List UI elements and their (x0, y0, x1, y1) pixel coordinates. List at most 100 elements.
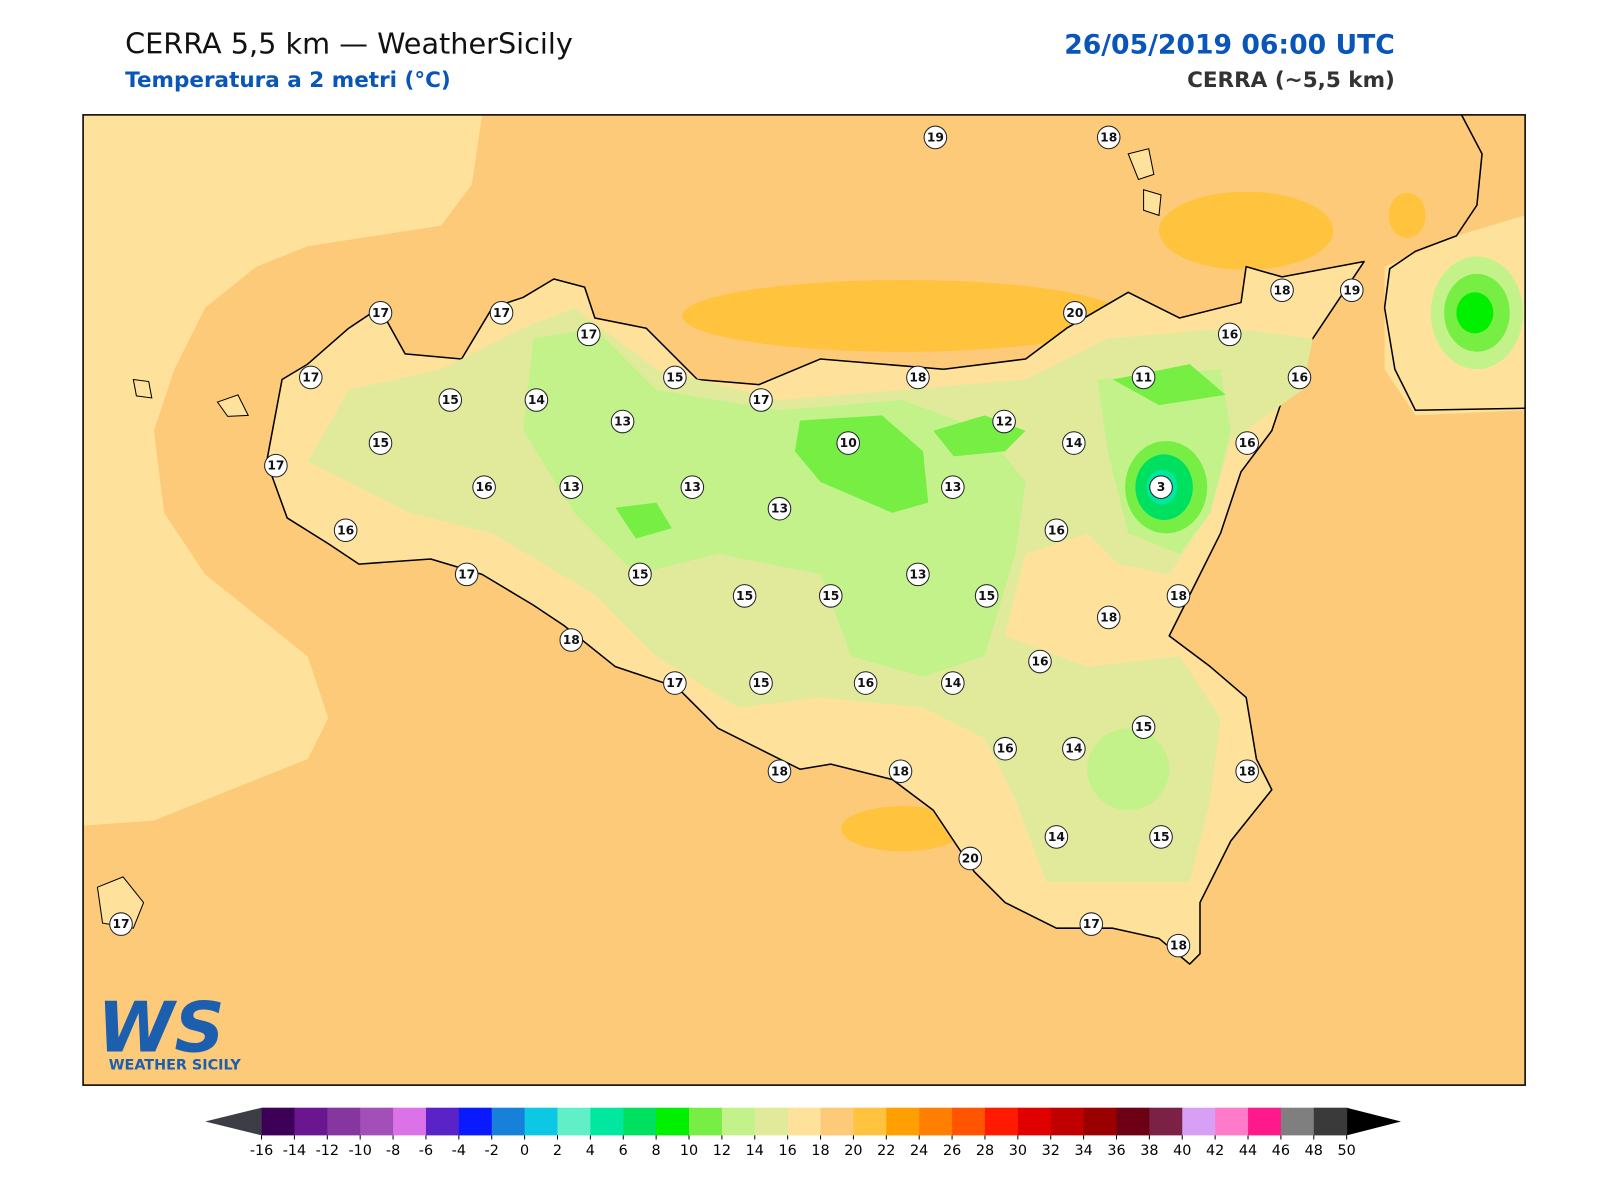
colorbar-tick-label: -8 (386, 1143, 400, 1159)
colorbar-tick-label: -4 (452, 1143, 466, 1159)
station-marker (1217, 322, 1242, 347)
station-label: 18 (563, 633, 580, 647)
colorbar-tick-label: -6 (419, 1143, 433, 1159)
island (96, 876, 145, 929)
warm-band (1158, 191, 1334, 270)
station-label: 19 (1343, 283, 1360, 297)
station-label: 15 (631, 567, 648, 581)
station-label: 14 (1048, 830, 1065, 844)
station-marker (1062, 736, 1086, 761)
colorbar-swatch (721, 1107, 756, 1136)
colorbar-swatch (425, 1107, 460, 1136)
station-label: 12 (996, 415, 1013, 429)
station-label: 16 (1048, 523, 1065, 537)
station-marker (1079, 912, 1104, 936)
station-label: 16 (476, 480, 493, 494)
station-label: 14 (1065, 742, 1082, 756)
map-frame (82, 114, 1526, 1086)
colorbar-tick-label: 0 (520, 1143, 529, 1159)
colorbar-tick-label: 22 (877, 1143, 895, 1159)
island (1127, 148, 1155, 181)
colorbar-swatch (787, 1107, 822, 1136)
colorbar-tick-label: 30 (1009, 1143, 1027, 1159)
colorbar-tick-label: 26 (943, 1143, 961, 1159)
station-marker (1235, 759, 1259, 784)
station-label: 14 (528, 393, 545, 407)
station-label: 16 (1291, 370, 1308, 384)
colorbar-swatch (261, 1107, 295, 1136)
station-label: 20 (962, 851, 979, 865)
station-label: 13 (909, 567, 926, 581)
colorbar-tick-label: 44 (1239, 1143, 1257, 1159)
station-label: 15 (666, 370, 683, 384)
station-marker (628, 562, 652, 587)
station-label: 16 (997, 742, 1014, 756)
station-marker (974, 584, 999, 608)
station-marker (472, 475, 496, 499)
station-marker (1131, 365, 1156, 390)
stations: 19 18 17 17 17 20 18 19 17 15 14 15 17 18 16 11 16 15 13 10… (109, 125, 1364, 958)
station-label: 13 (614, 415, 631, 429)
station-marker (1096, 125, 1121, 150)
station-label: 11 (1135, 370, 1152, 384)
colorbar-swatch (984, 1107, 1019, 1136)
colorbar-swatch (491, 1107, 526, 1136)
station-marker (1028, 649, 1052, 674)
station-marker (298, 365, 323, 390)
station-marker (109, 912, 133, 936)
station-label: 15 (978, 589, 995, 603)
station-marker (906, 562, 930, 587)
station-label: 16 (1031, 655, 1048, 669)
station-marker (454, 562, 479, 587)
station-label: 18 (771, 764, 788, 778)
station-label: 17 (267, 459, 284, 473)
colorbar-swatch (458, 1107, 493, 1136)
station-marker (1270, 278, 1294, 303)
station-marker (1044, 825, 1069, 849)
cool-zone (1087, 728, 1170, 811)
colorbar-swatch (294, 1107, 328, 1136)
colorbar-tick-label: -2 (485, 1143, 499, 1159)
station-marker (923, 125, 948, 150)
station-label: 14 (944, 676, 961, 690)
station-marker (941, 671, 965, 695)
station-marker (888, 759, 913, 784)
colorbar-tick-label: 2 (553, 1143, 562, 1159)
station-label: 15 (822, 589, 839, 603)
station-label: 17 (112, 917, 129, 931)
colorbar-tick-label: 16 (779, 1143, 797, 1159)
station-label: 17 (1083, 917, 1100, 931)
colorbar-tick-label: -12 (316, 1143, 339, 1159)
logo: WS WEATHER SICILY (97, 987, 241, 1073)
station-label: 18 (1239, 764, 1256, 778)
colorbar-tick-label: -10 (348, 1143, 371, 1159)
island (216, 394, 250, 417)
station-marker (438, 388, 463, 412)
station-label: 15 (1152, 830, 1169, 844)
station-marker (749, 671, 773, 695)
date: 26/05/2019 06:00 UTC (1064, 29, 1395, 60)
station-marker (1044, 518, 1069, 543)
station-label: 17 (493, 306, 510, 320)
colorbar-tick-label: -16 (250, 1143, 273, 1159)
colorbar-swatch (1050, 1107, 1085, 1136)
island (132, 378, 153, 399)
station-label: 13 (684, 480, 701, 494)
warm-band (1388, 192, 1426, 238)
colorbar-swatch (590, 1107, 624, 1136)
station-label: 16 (337, 523, 354, 537)
station-marker (1131, 715, 1156, 739)
colorbar-tick-label: 32 (1042, 1143, 1060, 1159)
station-label: 17 (666, 676, 683, 690)
colorbar-extend-high (1346, 1107, 1402, 1136)
colorbar-swatch (656, 1107, 690, 1136)
map: 19 18 17 17 17 20 18 19 17 15 14 15 17 18 16 11 16 15 13 10… (83, 114, 1526, 1086)
station-marker (836, 431, 860, 455)
station-label: 13 (944, 480, 961, 494)
colorbar-swatch (623, 1107, 657, 1136)
colorbar-swatch (886, 1107, 920, 1136)
station-marker (818, 584, 843, 608)
colorbar-tick-label: 40 (1173, 1143, 1191, 1159)
